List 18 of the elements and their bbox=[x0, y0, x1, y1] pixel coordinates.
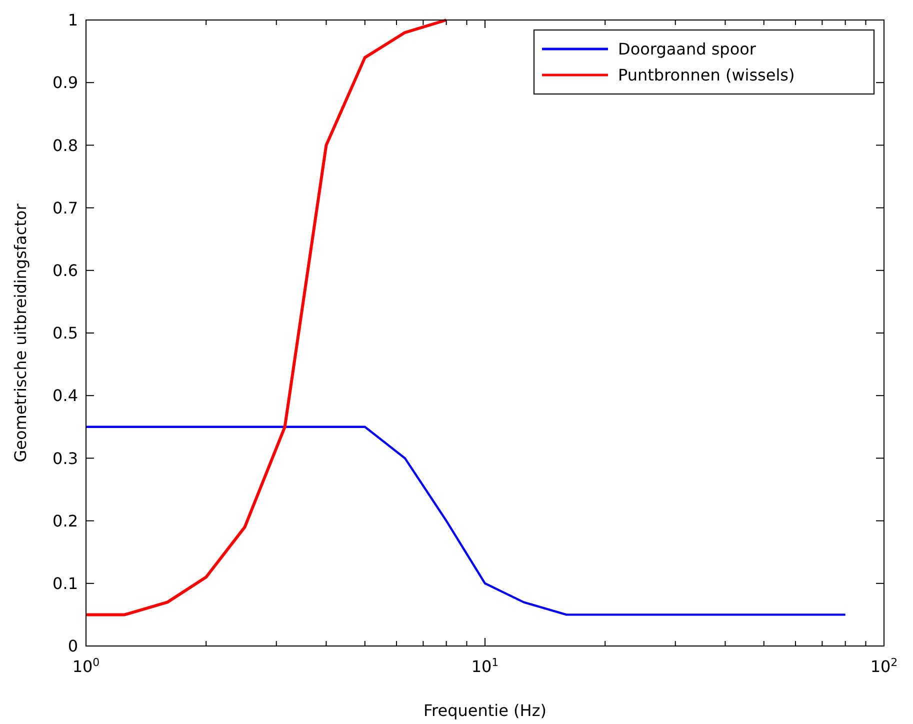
x-tick-label: 10$^{0}$ bbox=[72, 656, 100, 676]
y-tick-label: 0.5 bbox=[52, 324, 78, 343]
y-tick-label: 0.6 bbox=[52, 261, 78, 280]
y-tick-label: 0.1 bbox=[52, 574, 78, 593]
y-tick-label: 0.9 bbox=[52, 73, 78, 92]
legend-label: Puntbronnen (wissels) bbox=[618, 66, 795, 85]
x-tick-label: 10$^{1}$ bbox=[471, 656, 499, 676]
y-tick-label: 0.3 bbox=[52, 448, 78, 468]
y-tick-label: 0 bbox=[68, 636, 78, 656]
y-tick-label: 0.7 bbox=[52, 198, 78, 218]
y-tick-label: 0.8 bbox=[52, 136, 78, 155]
x-axis-title: Frequentie (Hz) bbox=[424, 701, 546, 720]
y-tick-label: 1 bbox=[68, 10, 78, 30]
y-tick-label: 0.4 bbox=[52, 386, 78, 406]
legend-label: Doorgaand spoor bbox=[618, 40, 756, 59]
y-axis-title: Geometrische uitbreidingsfactor bbox=[11, 203, 30, 462]
x-tick-label: 10$^{2}$ bbox=[870, 656, 898, 676]
y-tick-label: 0.2 bbox=[52, 511, 78, 530]
